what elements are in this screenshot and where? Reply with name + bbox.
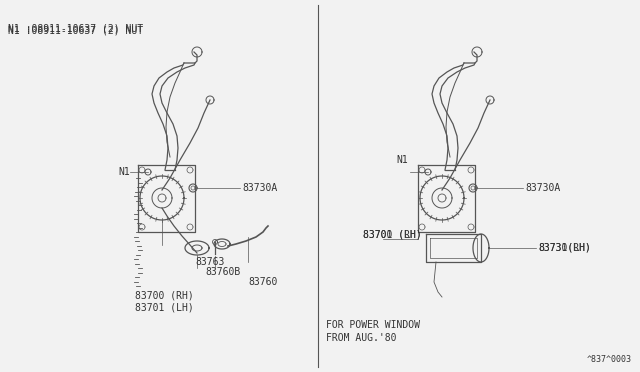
Text: 83731(LH): 83731(LH) — [538, 231, 591, 253]
Text: 83730A: 83730A — [525, 183, 560, 193]
Text: 83700 (RH): 83700 (RH) — [135, 290, 194, 300]
Text: 83730(RH): 83730(RH) — [538, 243, 591, 253]
Text: N1 :08911-10637 (2) NUT: N1 :08911-10637 (2) NUT — [8, 23, 143, 33]
Text: 83760: 83760 — [248, 277, 277, 287]
Text: N1: N1 — [396, 155, 408, 165]
Text: 83760B: 83760B — [205, 267, 240, 277]
Text: 83701 (LH): 83701 (LH) — [135, 303, 194, 313]
Text: N1: N1 — [118, 167, 130, 177]
Text: N1 :08911-10637 (2) NUT: N1 :08911-10637 (2) NUT — [8, 25, 143, 35]
Text: 83701 (LH): 83701 (LH) — [363, 217, 422, 239]
Text: 83730A: 83730A — [242, 183, 277, 193]
Text: ^837^0003: ^837^0003 — [587, 356, 632, 365]
Text: FOR POWER WINDOW
FROM AUG.'80: FOR POWER WINDOW FROM AUG.'80 — [326, 320, 420, 343]
Text: 83763: 83763 — [195, 257, 225, 267]
Text: 83700 (RH): 83700 (RH) — [363, 229, 422, 239]
